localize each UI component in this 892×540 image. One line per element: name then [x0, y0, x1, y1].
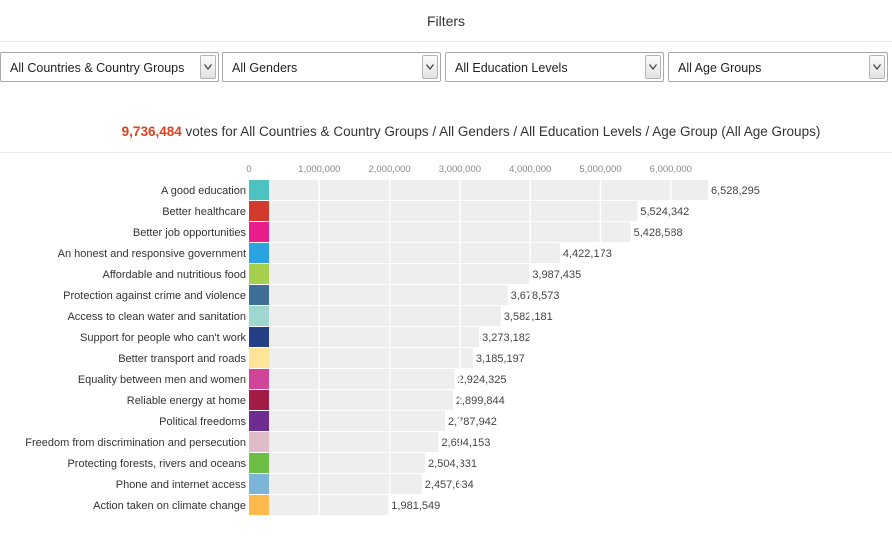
category-swatch — [249, 495, 269, 515]
value-label: 6,528,295 — [711, 185, 760, 197]
category-label: Better healthcare — [162, 206, 246, 218]
gender-dropdown-button[interactable] — [422, 55, 438, 79]
bar[interactable] — [249, 411, 445, 431]
bar[interactable] — [249, 348, 473, 368]
chevron-down-icon — [204, 64, 212, 70]
category-swatch — [249, 264, 269, 284]
category-swatch — [249, 348, 269, 368]
vote-count: 9,736,484 — [121, 124, 182, 139]
category-swatch — [249, 432, 269, 452]
value-label: 5,428,588 — [634, 227, 683, 239]
category-swatch — [249, 201, 269, 221]
category-label: Protection against crime and violence — [63, 290, 246, 302]
education-select[interactable]: All Education Levels — [445, 52, 664, 82]
value-label: 2,924,325 — [458, 374, 507, 386]
category-swatch — [249, 243, 269, 263]
bar[interactable] — [249, 390, 453, 410]
category-swatch — [249, 306, 269, 326]
category-swatch — [249, 474, 269, 494]
chevron-down-icon — [649, 64, 657, 70]
category-label: Freedom from discrimination and persecut… — [25, 437, 246, 449]
summary-divider — [0, 152, 892, 153]
age-select[interactable]: All Age Groups — [668, 52, 888, 82]
age-select-value: All Age Groups — [678, 61, 762, 75]
category-swatch — [249, 180, 269, 200]
bar[interactable] — [249, 369, 455, 389]
education-select-value: All Education Levels — [455, 61, 568, 75]
vote-summary: 9,736,484 votes for All Countries & Coun… — [0, 124, 892, 139]
category-swatch — [249, 285, 269, 305]
category-label: Access to clean water and sanitation — [67, 311, 246, 323]
filters-divider — [0, 41, 892, 42]
age-dropdown-button[interactable] — [869, 55, 885, 79]
country-select[interactable]: All Countries & Country Groups — [0, 52, 219, 82]
x-tick-label: 5,000,000 — [579, 164, 621, 175]
x-tick-label: 4,000,000 — [509, 164, 551, 175]
bar[interactable] — [249, 201, 638, 221]
votes-bar-chart: 0 1,000,000 2,000,000 3,000,000 4,000,000 5,0… — [25, 164, 760, 516]
chevron-down-icon — [873, 64, 881, 70]
bar[interactable] — [249, 306, 501, 326]
value-label: 5,524,342 — [640, 206, 689, 218]
category-label: An honest and responsive government — [58, 248, 246, 260]
value-label: 3,273,182 — [482, 332, 531, 344]
category-label: Better transport and roads — [118, 353, 246, 365]
value-label: 2,457,634 — [425, 479, 474, 491]
value-label: 3,185,197 — [476, 353, 525, 365]
bar[interactable] — [249, 432, 439, 452]
category-label: Phone and internet access — [116, 479, 247, 491]
vote-summary-text: votes for All Countries & Country Groups… — [185, 124, 821, 139]
bar[interactable] — [249, 180, 708, 200]
filters-title: Filters — [426, 13, 466, 29]
value-label: 3,678,573 — [511, 290, 560, 302]
x-tick-label: 1,000,000 — [298, 164, 340, 175]
category-swatch — [249, 327, 269, 347]
category-swatch — [249, 390, 269, 410]
category-label: Reliable energy at home — [127, 395, 246, 407]
bar[interactable] — [249, 474, 422, 494]
category-swatch — [249, 222, 269, 242]
value-label: 2,504,331 — [428, 458, 477, 470]
value-label: 2,787,942 — [448, 416, 497, 428]
bar[interactable] — [249, 222, 631, 242]
x-tick-label: 0 — [246, 164, 251, 175]
gender-select-value: All Genders — [232, 61, 298, 75]
country-select-value: All Countries & Country Groups — [10, 61, 185, 75]
category-label: Better job opportunities — [133, 227, 247, 239]
bar[interactable] — [249, 285, 508, 305]
category-swatch — [249, 453, 269, 473]
gender-select[interactable]: All Genders — [222, 52, 441, 82]
category-swatch — [249, 411, 269, 431]
x-tick-label: 3,000,000 — [439, 164, 481, 175]
bar[interactable] — [249, 327, 480, 347]
category-label: Equality between men and women — [78, 374, 246, 386]
value-label: 1,981,549 — [391, 500, 440, 512]
category-swatch — [249, 369, 269, 389]
bar[interactable] — [249, 453, 426, 473]
value-label: 2,899,844 — [456, 395, 505, 407]
country-dropdown-button[interactable] — [200, 55, 216, 79]
category-label: Support for people who can't work — [80, 332, 246, 344]
category-label: Action taken on climate change — [93, 500, 246, 512]
bar[interactable] — [249, 243, 560, 263]
category-label: Affordable and nutritious food — [102, 269, 246, 281]
category-label: Protecting forests, rivers and oceans — [67, 458, 246, 470]
education-dropdown-button[interactable] — [645, 55, 661, 79]
x-tick-label: 6,000,000 — [650, 164, 692, 175]
value-label: 2,694,153 — [441, 437, 490, 449]
chevron-down-icon — [426, 64, 434, 70]
value-label: 3,582,181 — [504, 311, 553, 323]
x-tick-label: 2,000,000 — [368, 164, 410, 175]
value-label: 3,987,435 — [532, 269, 581, 281]
category-label: Political freedoms — [159, 416, 246, 428]
category-label: A good education — [161, 185, 246, 197]
value-label: 4,422,173 — [563, 248, 612, 260]
